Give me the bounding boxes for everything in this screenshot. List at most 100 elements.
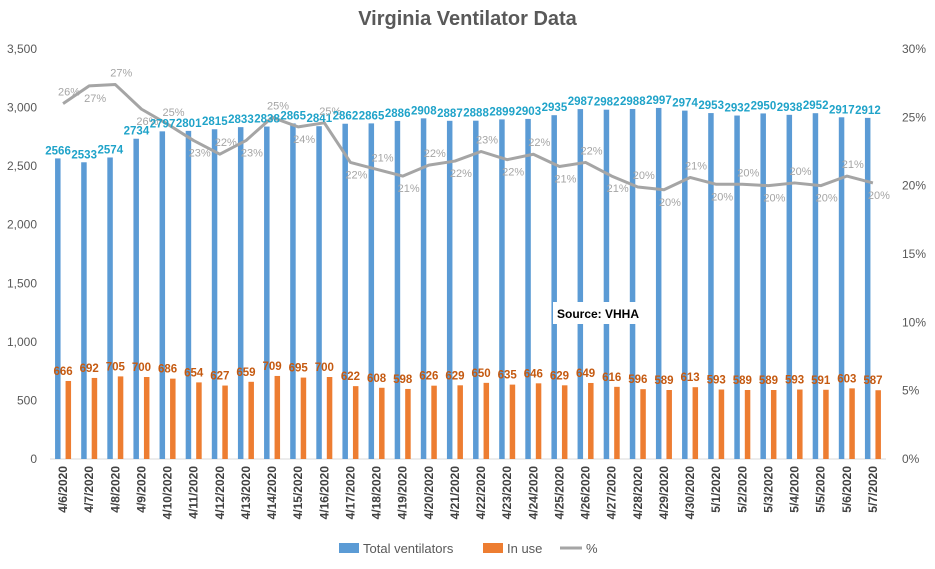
data-label-in-use: 589 <box>759 375 778 387</box>
y-right-tick-label: 10% <box>902 315 926 329</box>
data-label-total: 2932 <box>725 103 751 115</box>
data-label-in-use: 596 <box>628 374 647 386</box>
bar-total-ventilators <box>760 113 766 459</box>
data-label-total: 2917 <box>829 104 855 116</box>
bar-in-use <box>823 389 829 459</box>
data-label-percent: 26% <box>58 87 80 99</box>
data-label-total: 2574 <box>98 144 124 156</box>
x-tick-label: 4/12/2020 <box>213 466 227 520</box>
data-label-percent: 20% <box>763 193 785 205</box>
y-left-tick-label: 500 <box>17 393 37 407</box>
y-left-tick-label: 3,000 <box>7 101 37 115</box>
data-label-percent: 20% <box>659 197 681 209</box>
data-label-in-use: 695 <box>289 363 309 375</box>
data-label-total: 2903 <box>516 106 542 118</box>
bar-in-use <box>65 380 72 459</box>
y-left-tick-label: 1,000 <box>7 335 37 349</box>
x-tick-label: 4/8/2020 <box>108 466 122 513</box>
bar-total-ventilators <box>838 117 845 460</box>
x-tick-label: 4/22/2020 <box>474 466 488 520</box>
data-label-percent: 27% <box>110 68 132 80</box>
bar-total-ventilators <box>342 123 348 459</box>
data-label-total: 2734 <box>124 126 150 138</box>
bar-in-use <box>326 377 333 459</box>
legend-label-percent: % <box>586 541 598 556</box>
legend-swatch-total-ventilators <box>339 543 359 553</box>
data-label-total: 2988 <box>620 96 646 108</box>
bar-total-ventilators <box>159 131 166 459</box>
data-label-percent: 25% <box>319 106 341 118</box>
bar-total-ventilators <box>237 127 244 460</box>
bar-total-ventilators <box>420 118 427 459</box>
bar-in-use <box>91 377 98 459</box>
data-label-total: 2566 <box>45 145 71 157</box>
bar-total-ventilators <box>211 129 218 459</box>
data-label-total: 2887 <box>437 108 463 120</box>
data-label-total: 2908 <box>411 105 437 117</box>
x-tick-label: 5/5/2020 <box>814 466 828 513</box>
data-label-in-use: 686 <box>158 364 177 376</box>
bar-total-ventilators <box>133 138 139 459</box>
data-label-in-use: 589 <box>733 375 752 387</box>
x-tick-label: 4/29/2020 <box>657 466 671 520</box>
x-tick-label: 5/3/2020 <box>761 466 775 513</box>
x-tick-label: 4/16/2020 <box>317 466 331 520</box>
data-label-percent: 23% <box>241 148 263 160</box>
x-tick-label: 4/23/2020 <box>500 466 514 520</box>
data-label-total: 2987 <box>568 96 594 108</box>
y-left-tick-label: 1,500 <box>7 276 37 290</box>
bar-in-use <box>170 378 176 459</box>
data-label-in-use: 593 <box>707 375 726 387</box>
x-tick-label: 4/10/2020 <box>161 466 175 520</box>
bar-total-ventilators <box>368 123 375 459</box>
data-label-total: 2950 <box>751 100 777 112</box>
bar-in-use <box>561 385 568 459</box>
bar-total-ventilators <box>812 113 819 460</box>
x-tick-label: 5/6/2020 <box>840 466 854 513</box>
bar-in-use <box>196 382 202 459</box>
bar-total-ventilators <box>55 158 61 459</box>
bar-total-ventilators <box>786 114 793 459</box>
x-tick-label: 4/7/2020 <box>82 466 96 513</box>
data-label-percent: 25% <box>163 107 185 119</box>
x-tick-label: 4/11/2020 <box>187 466 201 519</box>
data-label-percent: 23% <box>189 148 211 160</box>
data-label-in-use: 659 <box>236 367 255 379</box>
bar-total-ventilators <box>864 117 871 459</box>
data-label-total: 2862 <box>333 111 359 123</box>
data-label-in-use: 646 <box>524 368 543 380</box>
data-label-percent: 22% <box>345 169 367 181</box>
data-label-percent: 22% <box>450 168 472 180</box>
data-label-in-use: 593 <box>785 375 804 387</box>
data-label-in-use: 613 <box>680 372 699 384</box>
data-label-total: 2974 <box>672 98 698 110</box>
data-label-total: 2938 <box>777 102 803 114</box>
x-tick-label: 4/26/2020 <box>579 466 593 520</box>
bar-in-use <box>483 382 490 459</box>
data-label-in-use: 603 <box>837 373 856 385</box>
data-label-in-use: 629 <box>550 370 569 382</box>
x-tick-label: 4/18/2020 <box>370 466 384 520</box>
data-label-in-use: 608 <box>367 373 387 385</box>
chart-title: Virginia Ventilator Data <box>358 8 577 30</box>
bar-total-ventilators <box>81 162 87 459</box>
bar-total-ventilators <box>316 126 322 459</box>
data-label-percent: 22% <box>528 137 550 149</box>
data-label-total: 2952 <box>803 100 829 112</box>
y-right-tick-label: 5% <box>902 384 920 398</box>
data-label-percent: 20% <box>868 190 890 202</box>
bar-in-use <box>797 389 803 459</box>
data-label-in-use: 649 <box>576 368 595 380</box>
data-label-total: 2797 <box>150 118 176 130</box>
data-label-total: 2533 <box>71 149 97 161</box>
data-label-total: 2912 <box>855 105 881 117</box>
data-label-percent: 20% <box>633 170 655 182</box>
x-tick-label: 4/27/2020 <box>605 466 619 520</box>
y-left-tick-label: 0 <box>30 452 37 466</box>
x-tick-label: 5/7/2020 <box>866 466 880 513</box>
data-label-in-use: 700 <box>315 362 334 374</box>
legend-swatch-in-use <box>483 543 503 553</box>
bar-in-use <box>222 385 228 459</box>
data-label-percent: 21% <box>842 159 864 171</box>
